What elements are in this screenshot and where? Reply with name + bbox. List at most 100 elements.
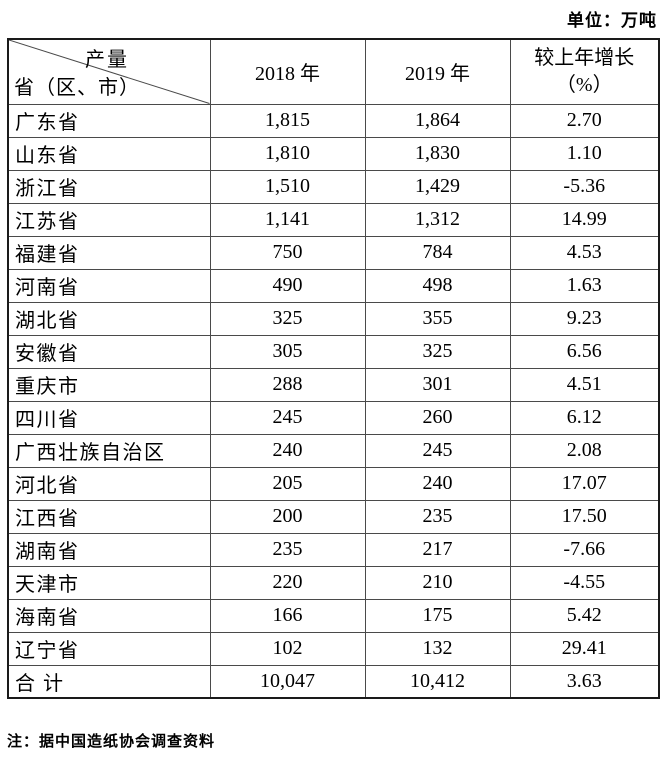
column-header-growth: 较上年增长 （%） (509, 38, 660, 105)
value-2018-cell: 1,510 (209, 169, 366, 204)
value-2018-cell: 750 (209, 235, 366, 270)
value-2019-cell: 210 (364, 565, 511, 600)
province-cell: 海南省 (7, 598, 211, 633)
value-2019-cell: 1,429 (364, 169, 511, 204)
province-cell: 重庆市 (7, 367, 211, 402)
growth-cell: 2.70 (509, 103, 660, 138)
value-2019-cell: 10,412 (364, 664, 511, 699)
value-2018-cell: 200 (209, 499, 366, 534)
column-header-2018: 2018 年 (209, 38, 366, 105)
growth-header-line2: （%） (555, 73, 613, 96)
value-2018-cell: 1,815 (209, 103, 366, 138)
province-cell: 合 计 (7, 664, 211, 699)
province-cell: 福建省 (7, 235, 211, 270)
growth-cell: 9.23 (509, 301, 660, 336)
growth-cell: 4.51 (509, 367, 660, 402)
province-cell: 湖北省 (7, 301, 211, 336)
value-2018-cell: 235 (209, 532, 366, 567)
value-2018-cell: 1,810 (209, 136, 366, 171)
value-2018-cell: 220 (209, 565, 366, 600)
corner-label-output: 产量 (85, 49, 129, 71)
table-row: 安徽省 305 325 6.56 (7, 334, 660, 369)
growth-cell: 1.63 (509, 268, 660, 303)
table-row: 广东省 1,815 1,864 2.70 (7, 103, 660, 138)
value-2019-cell: 301 (364, 367, 511, 402)
growth-cell: 4.53 (509, 235, 660, 270)
table-row: 天津市 220 210 -4.55 (7, 565, 660, 600)
value-2019-cell: 260 (364, 400, 511, 435)
table-row: 福建省 750 784 4.53 (7, 235, 660, 270)
value-2019-cell: 240 (364, 466, 511, 501)
production-table: 产量 省（区、市） 2018 年 2019 年 较上年增长 （%） 广东省 1,8… (7, 38, 660, 699)
value-2019-cell: 325 (364, 334, 511, 369)
table-row: 辽宁省 102 132 29.41 (7, 631, 660, 666)
value-2018-cell: 245 (209, 400, 366, 435)
table-row: 河北省 205 240 17.07 (7, 466, 660, 501)
growth-cell: 1.10 (509, 136, 660, 171)
province-cell: 江苏省 (7, 202, 211, 237)
value-2019-cell: 784 (364, 235, 511, 270)
table-row: 重庆市 288 301 4.51 (7, 367, 660, 402)
province-cell: 浙江省 (7, 169, 211, 204)
province-cell: 河北省 (7, 466, 211, 501)
table-row: 海南省 166 175 5.42 (7, 598, 660, 633)
growth-cell: 3.63 (509, 664, 660, 699)
growth-cell: 29.41 (509, 631, 660, 666)
table-row: 浙江省 1,510 1,429 -5.36 (7, 169, 660, 204)
province-cell: 四川省 (7, 400, 211, 435)
diagonal-line (9, 40, 210, 104)
province-cell: 安徽省 (7, 334, 211, 369)
table-row: 江西省 200 235 17.50 (7, 499, 660, 534)
province-cell: 辽宁省 (7, 631, 211, 666)
value-2018-cell: 288 (209, 367, 366, 402)
growth-cell: 17.50 (509, 499, 660, 534)
province-cell: 广西壮族自治区 (7, 433, 211, 468)
growth-cell: 6.12 (509, 400, 660, 435)
value-2018-cell: 10,047 (209, 664, 366, 699)
value-2019-cell: 175 (364, 598, 511, 633)
value-2019-cell: 1,312 (364, 202, 511, 237)
value-2019-cell: 245 (364, 433, 511, 468)
table-row: 广西壮族自治区 240 245 2.08 (7, 433, 660, 468)
table-row: 湖南省 235 217 -7.66 (7, 532, 660, 567)
table-row: 河南省 490 498 1.63 (7, 268, 660, 303)
value-2018-cell: 166 (209, 598, 366, 633)
value-2018-cell: 490 (209, 268, 366, 303)
value-2018-cell: 325 (209, 301, 366, 336)
corner-label-region: 省（区、市） (14, 76, 140, 99)
growth-cell: 6.56 (509, 334, 660, 369)
table-body: 广东省 1,815 1,864 2.70 山东省 1,810 1,830 1.10 浙江省 1,5… (7, 103, 660, 699)
value-2019-cell: 355 (364, 301, 511, 336)
growth-header-line1: 较上年增长 (534, 46, 635, 69)
unit-label: 单位：万吨 (567, 11, 657, 30)
value-2018-cell: 1,141 (209, 202, 366, 237)
header-row: 产量 省（区、市） 2018 年 2019 年 较上年增长 （%） (7, 38, 660, 105)
growth-cell: 5.42 (509, 598, 660, 633)
value-2019-cell: 1,830 (364, 136, 511, 171)
diagonal-header-cell: 产量 省（区、市） (7, 38, 211, 105)
value-2019-cell: 1,864 (364, 103, 511, 138)
province-cell: 河南省 (7, 268, 211, 303)
table-row: 江苏省 1,141 1,312 14.99 (7, 202, 660, 237)
value-2018-cell: 102 (209, 631, 366, 666)
growth-cell: -7.66 (509, 532, 660, 567)
province-cell: 天津市 (7, 565, 211, 600)
source-note: 注：据中国造纸协会调查资料 (7, 733, 216, 750)
value-2019-cell: 498 (364, 268, 511, 303)
province-cell: 湖南省 (7, 532, 211, 567)
province-cell: 广东省 (7, 103, 211, 138)
growth-cell: 14.99 (509, 202, 660, 237)
table-row: 四川省 245 260 6.12 (7, 400, 660, 435)
province-cell: 山东省 (7, 136, 211, 171)
value-2019-cell: 217 (364, 532, 511, 567)
column-header-2019: 2019 年 (364, 38, 511, 105)
value-2018-cell: 205 (209, 466, 366, 501)
value-2019-cell: 235 (364, 499, 511, 534)
growth-cell: -4.55 (509, 565, 660, 600)
value-2018-cell: 305 (209, 334, 366, 369)
table-row: 山东省 1,810 1,830 1.10 (7, 136, 660, 171)
table-row: 合 计 10,047 10,412 3.63 (7, 664, 660, 699)
growth-cell: 17.07 (509, 466, 660, 501)
growth-cell: -5.36 (509, 169, 660, 204)
